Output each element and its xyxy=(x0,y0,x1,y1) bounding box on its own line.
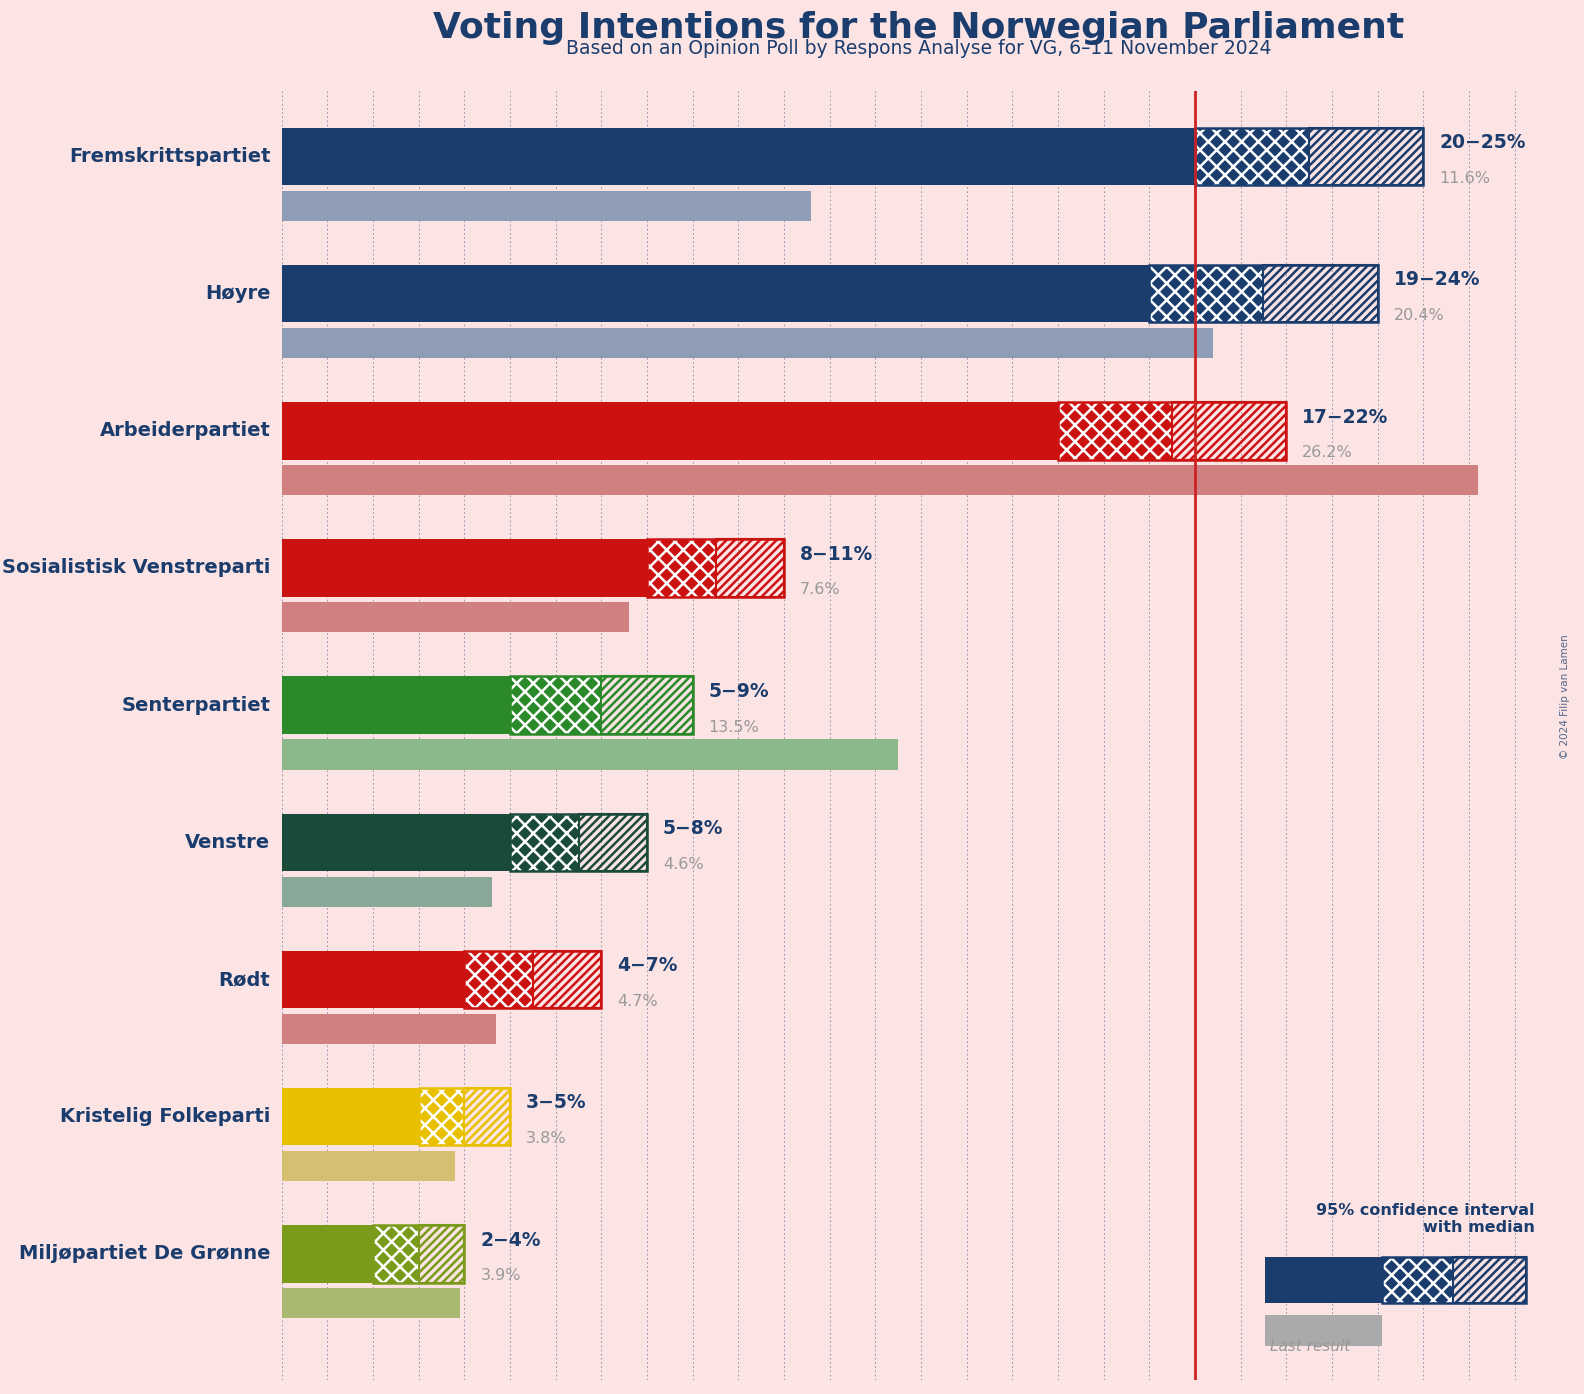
Text: 5−9%: 5−9% xyxy=(708,682,770,701)
Bar xyxy=(282,814,510,871)
Bar xyxy=(282,602,629,633)
Bar xyxy=(282,539,646,597)
Bar xyxy=(1150,265,1378,322)
Bar xyxy=(418,1225,464,1282)
Text: 4−7%: 4−7% xyxy=(618,956,678,976)
Text: 26.2%: 26.2% xyxy=(1302,445,1353,460)
Bar xyxy=(510,814,578,871)
Text: 19−24%: 19−24% xyxy=(1394,270,1479,290)
Bar xyxy=(464,951,602,1008)
Bar xyxy=(510,676,602,735)
Bar xyxy=(1308,128,1424,185)
Text: 20.4%: 20.4% xyxy=(1394,308,1445,323)
Bar xyxy=(510,814,646,871)
Bar xyxy=(418,1087,510,1146)
Text: Høyre: Høyre xyxy=(204,284,271,302)
Bar xyxy=(464,951,532,1008)
Bar xyxy=(532,951,602,1008)
Bar xyxy=(282,1013,496,1044)
Bar xyxy=(1194,128,1308,185)
Bar xyxy=(374,1225,464,1282)
Bar xyxy=(418,1087,464,1146)
Text: 4.6%: 4.6% xyxy=(664,857,703,871)
Text: Kristelig Folkeparti: Kristelig Folkeparti xyxy=(60,1107,271,1126)
Text: 3−5%: 3−5% xyxy=(526,1093,586,1112)
Text: 8−11%: 8−11% xyxy=(800,545,873,563)
Bar xyxy=(282,739,898,769)
Text: Miljøpartiet De Grønne: Miljøpartiet De Grønne xyxy=(19,1245,271,1263)
Text: Rødt: Rødt xyxy=(219,970,271,988)
Bar xyxy=(282,1225,374,1282)
Bar xyxy=(282,401,1058,460)
Bar xyxy=(282,877,491,907)
Text: Arbeiderpartiet: Arbeiderpartiet xyxy=(100,421,271,441)
Title: Voting Intentions for the Norwegian Parliament: Voting Intentions for the Norwegian Parl… xyxy=(432,11,1405,45)
Bar xyxy=(1194,128,1424,185)
Bar xyxy=(578,814,646,871)
Text: Based on an Opinion Poll by Respons Analyse for VG, 6–11 November 2024: Based on an Opinion Poll by Respons Anal… xyxy=(565,39,1272,59)
Bar xyxy=(282,1087,418,1146)
Bar xyxy=(282,128,1194,185)
Bar xyxy=(716,539,784,597)
Bar xyxy=(1058,401,1286,460)
Text: 13.5%: 13.5% xyxy=(708,719,759,735)
Text: Fremskrittspartiet: Fremskrittspartiet xyxy=(68,146,271,166)
Bar xyxy=(464,1087,510,1146)
Text: 11.6%: 11.6% xyxy=(1440,171,1491,185)
Bar xyxy=(646,539,784,597)
Text: 5−8%: 5−8% xyxy=(664,820,724,838)
Text: 2−4%: 2−4% xyxy=(480,1231,540,1249)
Bar xyxy=(510,676,692,735)
Bar xyxy=(374,1225,418,1282)
Bar xyxy=(282,1288,459,1319)
Bar xyxy=(282,328,1213,358)
Bar xyxy=(1172,401,1286,460)
Text: 7.6%: 7.6% xyxy=(800,583,841,598)
Text: Venstre: Venstre xyxy=(185,832,271,852)
Bar xyxy=(282,1151,455,1181)
Bar xyxy=(602,676,692,735)
Text: 3.8%: 3.8% xyxy=(526,1131,567,1146)
Text: 3.9%: 3.9% xyxy=(480,1269,521,1284)
Bar xyxy=(282,265,1150,322)
Text: 17−22%: 17−22% xyxy=(1302,407,1389,427)
Bar xyxy=(282,676,510,735)
Text: © 2024 Filip van Lamen: © 2024 Filip van Lamen xyxy=(1560,634,1570,760)
Bar xyxy=(282,951,464,1008)
Bar xyxy=(1058,401,1172,460)
Bar xyxy=(1150,265,1264,322)
Text: Sosialistisk Venstreparti: Sosialistisk Venstreparti xyxy=(2,559,271,577)
Text: 4.7%: 4.7% xyxy=(618,994,657,1009)
Bar xyxy=(646,539,716,597)
Text: 20−25%: 20−25% xyxy=(1440,134,1525,152)
Bar xyxy=(282,191,811,220)
Bar xyxy=(282,466,1478,495)
Bar xyxy=(1264,265,1378,322)
Text: Senterpartiet: Senterpartiet xyxy=(122,696,271,715)
